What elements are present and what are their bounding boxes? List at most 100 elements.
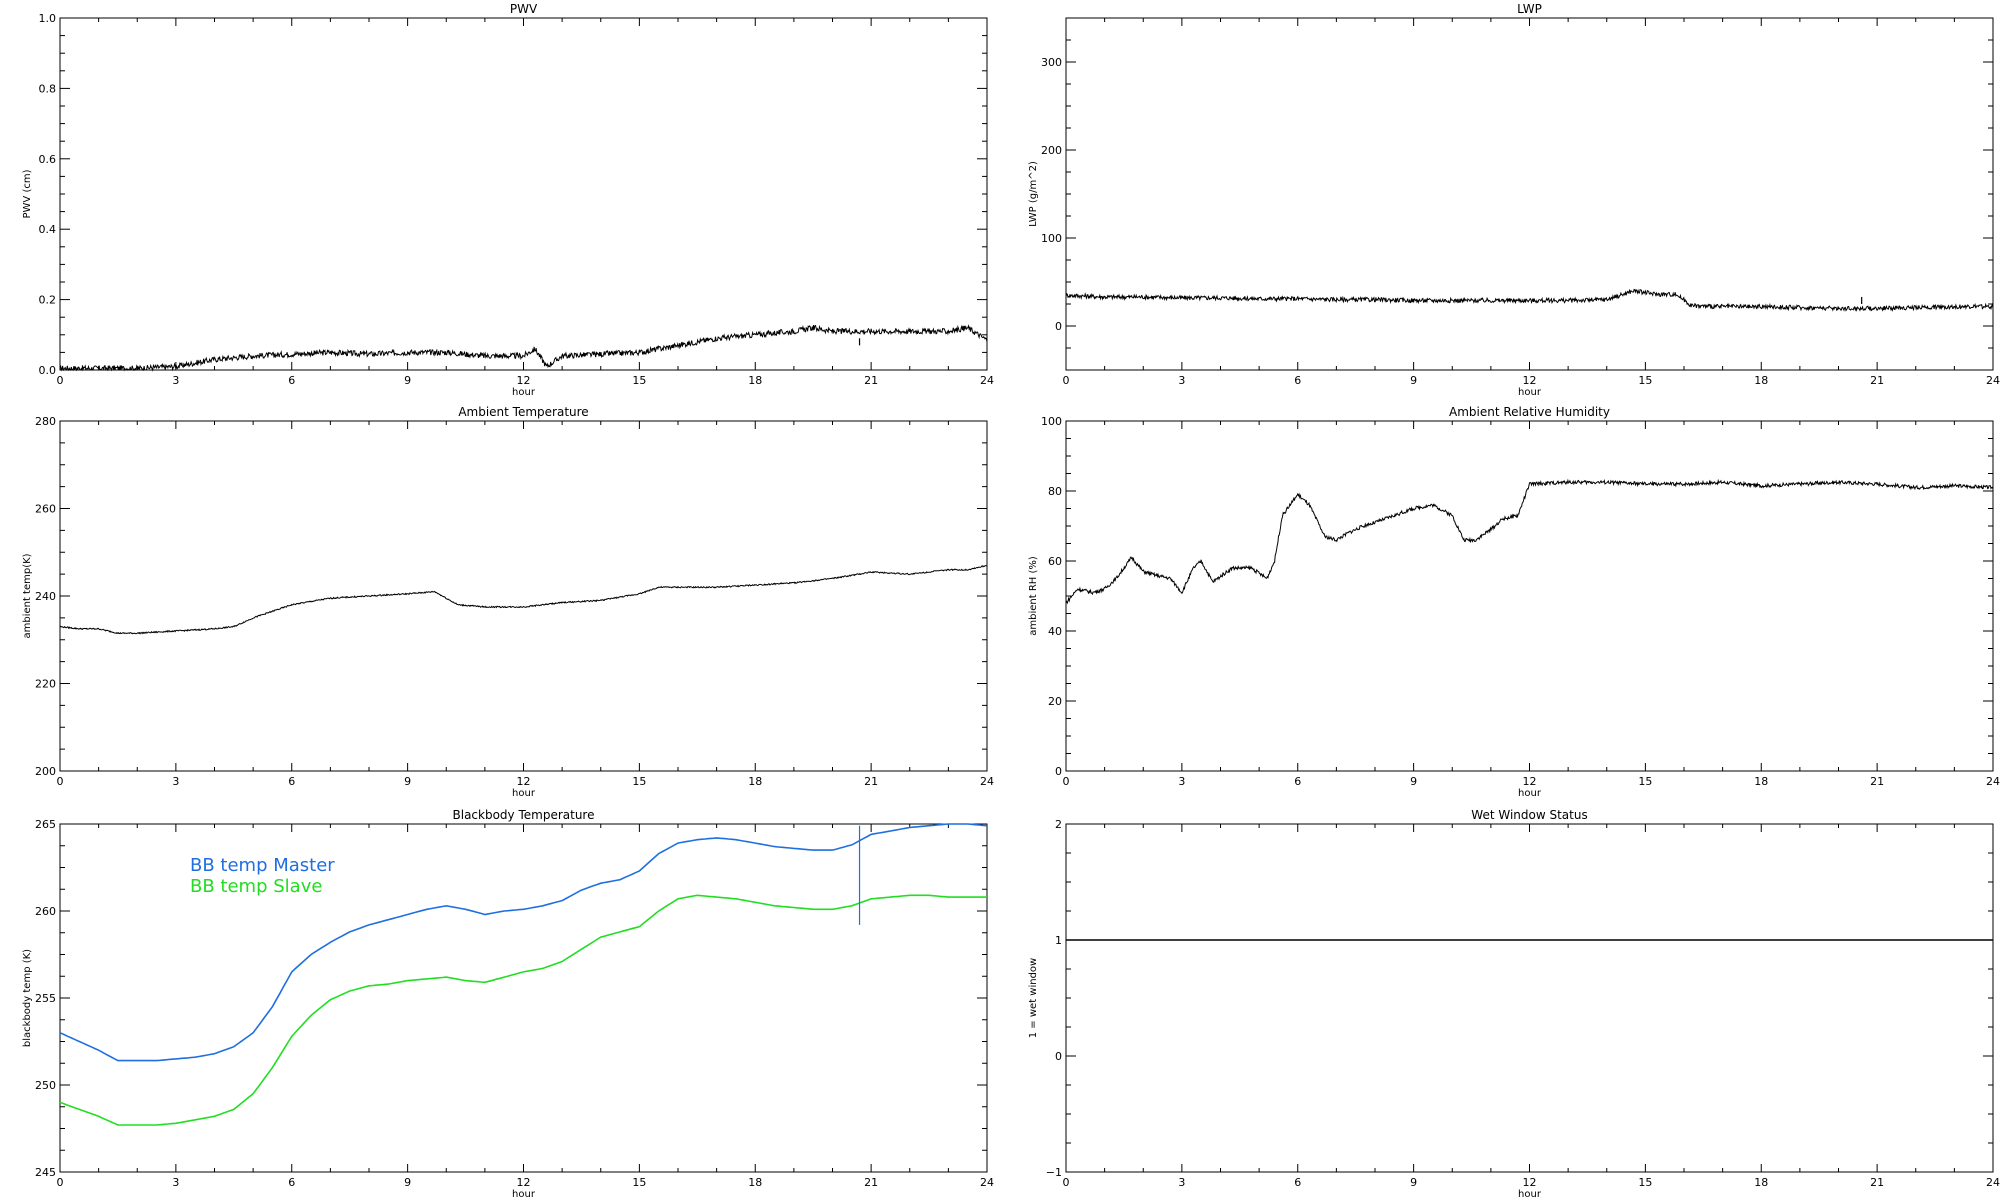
chart-bb_temp: Blackbody Temperature 0 3 6 9 12 15 18 21 24 hour 2… (22, 808, 994, 1200)
x-tick-label: 18 (1754, 374, 1768, 387)
y-axis-label: ambient RH (%) (1028, 556, 1039, 636)
legend-entry: BB temp Master (190, 855, 335, 876)
y-axis-label: ambient temp(K) (22, 553, 33, 638)
x-tick-label: 18 (748, 374, 762, 387)
chart-title: PWV (510, 2, 538, 16)
x-tick-label: 3 (172, 1176, 179, 1189)
chart-pwv: PWV 0 3 6 9 12 15 18 21 24 hour 0.0 0.2 0.4 0.6 0.8 1.0 P… (22, 2, 994, 398)
y-tick-label: 0 (1055, 765, 1062, 778)
x-tick-label: 21 (864, 374, 878, 387)
x-tick-label: 21 (1870, 374, 1884, 387)
x-tick-label: 24 (980, 374, 994, 387)
x-tick-label: 9 (404, 775, 411, 788)
y-tick-label: 260 (35, 503, 56, 516)
chart-title: Blackbody Temperature (453, 808, 595, 822)
legend-entry: BB temp Slave (190, 876, 322, 897)
y-tick-label: 0.8 (39, 82, 57, 95)
x-tick-label: 21 (864, 1176, 878, 1189)
y-tick-label: 240 (35, 590, 56, 603)
chart-title: LWP (1517, 2, 1542, 16)
chart-ambient_temp: Ambient Temperature 0 3 6 9 12 15 18 21 24 hour 200… (22, 405, 994, 799)
x-tick-label: 0 (57, 374, 64, 387)
x-tick-label: 6 (288, 1176, 295, 1189)
x-tick-label: 6 (288, 775, 295, 788)
y-tick-label: 260 (35, 905, 56, 918)
x-tick-label: 15 (632, 374, 646, 387)
x-tick-label: 24 (1986, 1176, 2000, 1189)
y-axis-label: PWV (cm) (22, 169, 33, 218)
y-tick-label: 200 (1041, 144, 1062, 157)
x-tick-label: 6 (1294, 374, 1301, 387)
y-tick-label: 0.2 (39, 294, 57, 307)
x-tick-label: 21 (1870, 1176, 1884, 1189)
y-tick-label: 0 (1055, 320, 1062, 333)
x-axis-label: hour (1518, 1189, 1542, 1200)
x-tick-label: 6 (1294, 775, 1301, 788)
y-axis-label: LWP (g/m^2) (1028, 161, 1039, 227)
x-tick-label: 12 (517, 775, 531, 788)
chart-title: Ambient Temperature (458, 405, 588, 419)
x-tick-label: 24 (1986, 374, 2000, 387)
plot-frame (59, 420, 988, 772)
y-tick-label: 220 (35, 678, 56, 691)
chart-lwp: LWP 0 3 6 9 12 15 18 21 24 hour 0 100 200 300 LWP (g/m^… (1028, 2, 2000, 398)
x-tick-label: 9 (404, 374, 411, 387)
series-line-0 (59, 565, 988, 635)
y-tick-label: 80 (1048, 485, 1062, 498)
series-line-0 (1065, 478, 1994, 605)
x-tick-label: 0 (1063, 775, 1070, 788)
x-tick-label: 9 (1410, 1176, 1417, 1189)
x-tick-label: 15 (1638, 775, 1652, 788)
y-tick-label: 245 (35, 1166, 56, 1179)
x-tick-label: 24 (1986, 775, 2000, 788)
x-tick-label: 12 (517, 1176, 531, 1189)
x-tick-label: 12 (517, 374, 531, 387)
y-tick-label: 1.0 (39, 12, 57, 25)
x-axis-label: hour (1518, 788, 1542, 799)
y-axis-label: blackbody temp (K) (22, 949, 33, 1047)
y-tick-label: 280 (35, 415, 56, 428)
x-tick-label: 18 (748, 1176, 762, 1189)
x-tick-label: 12 (1523, 775, 1537, 788)
x-tick-label: 24 (980, 1176, 994, 1189)
x-tick-label: 15 (1638, 1176, 1652, 1189)
x-tick-label: 0 (1063, 374, 1070, 387)
chart-title: Ambient Relative Humidity (1449, 405, 1610, 419)
chart-title: Wet Window Status (1471, 808, 1587, 822)
x-tick-label: 18 (748, 775, 762, 788)
y-tick-label: 100 (1041, 415, 1062, 428)
x-tick-label: 6 (1294, 1176, 1301, 1189)
x-tick-label: 21 (1870, 775, 1884, 788)
x-tick-label: 12 (1523, 1176, 1537, 1189)
y-tick-label: 1 (1055, 934, 1062, 947)
x-axis-label: hour (1518, 387, 1542, 398)
x-tick-label: 24 (980, 775, 994, 788)
y-tick-label: 60 (1048, 555, 1062, 568)
y-tick-label: 265 (35, 818, 56, 831)
y-tick-label: 0.6 (39, 153, 57, 166)
series-line-0 (59, 324, 988, 372)
x-tick-label: 18 (1754, 1176, 1768, 1189)
series-line-bb-temp-master (59, 823, 988, 1062)
y-tick-label: 300 (1041, 56, 1062, 69)
x-axis-label: hour (512, 387, 536, 398)
x-tick-label: 15 (632, 1176, 646, 1189)
plot-frame (1065, 823, 1994, 1173)
x-tick-label: 9 (404, 1176, 411, 1189)
y-tick-label: 0.4 (39, 223, 57, 236)
y-tick-label: −1 (1046, 1166, 1062, 1179)
x-axis-label: hour (512, 788, 536, 799)
y-tick-label: 2 (1055, 818, 1062, 831)
x-tick-label: 15 (1638, 374, 1652, 387)
x-tick-label: 0 (1063, 1176, 1070, 1189)
series-line-bb-temp-slave (59, 894, 987, 1126)
x-tick-label: 21 (864, 775, 878, 788)
x-tick-label: 3 (1178, 775, 1185, 788)
plot-frame (59, 17, 988, 371)
x-tick-label: 6 (288, 374, 295, 387)
y-tick-label: 0 (1055, 1050, 1062, 1063)
x-tick-label: 0 (57, 775, 64, 788)
x-tick-label: 3 (1178, 1176, 1185, 1189)
